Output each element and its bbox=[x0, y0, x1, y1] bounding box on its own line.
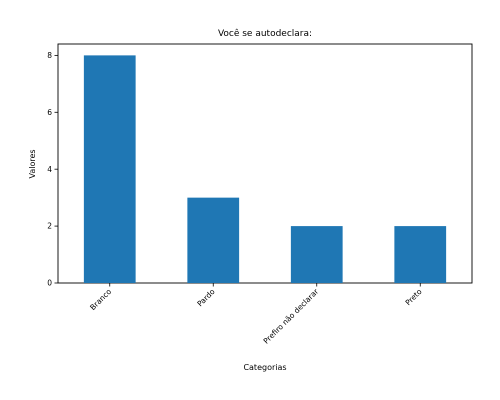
x-tick-label: Branco bbox=[88, 287, 113, 312]
y-tick-label: 4 bbox=[47, 165, 52, 174]
plot-frame bbox=[57, 43, 473, 284]
y-tick-label: 0 bbox=[47, 279, 52, 288]
chart-title: Você se autodeclara: bbox=[218, 28, 312, 39]
x-tick-label: Pardo bbox=[195, 287, 217, 309]
y-tick-label: 8 bbox=[47, 51, 52, 60]
y-axis-label: Valores bbox=[28, 149, 37, 178]
x-axis: Branco Pardo Prefiro não declarar Preto bbox=[88, 283, 424, 346]
x-tick-label: Preto bbox=[404, 287, 424, 307]
bar-prefiro-n-o-declarar bbox=[290, 226, 343, 283]
bar-preto bbox=[394, 226, 447, 283]
x-axis-label: Categorias bbox=[243, 363, 286, 372]
y-axis: 0 2 4 6 8 bbox=[47, 51, 58, 288]
y-tick-label: 2 bbox=[47, 222, 52, 231]
y-tick-label: 6 bbox=[47, 108, 52, 117]
x-tick-label: Prefiro não declarar bbox=[262, 286, 321, 345]
bar-pardo bbox=[187, 197, 240, 283]
plot-area bbox=[57, 43, 473, 284]
bar-branco bbox=[83, 55, 136, 283]
bars bbox=[83, 55, 447, 283]
